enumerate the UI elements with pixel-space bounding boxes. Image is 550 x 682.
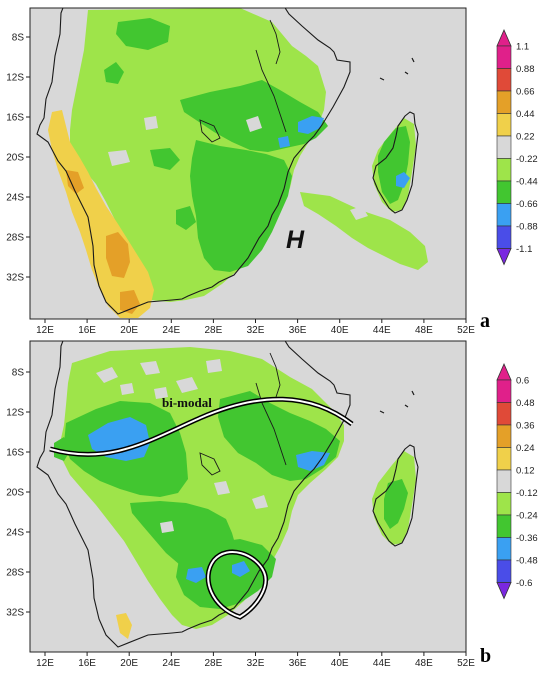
x-tick-label: 16E [78, 325, 96, 336]
x-tick-label: 36E [289, 658, 307, 669]
x-tick-label: 20E [120, 658, 138, 669]
x-tick-label: 44E [373, 658, 391, 669]
colorbar-label: -0.44 [516, 177, 538, 188]
colorbar-band [496, 45, 512, 69]
colorbar-label: -1.1 [516, 244, 532, 255]
colorbar-band [496, 559, 512, 583]
y-tick-label: 24S [6, 193, 24, 204]
x-tick-label: 52E [457, 325, 475, 336]
bi-modal-boundary [49, 396, 354, 457]
x-tick-label: 48E [415, 325, 433, 336]
colorbar-band [496, 113, 512, 137]
colorbar-band [496, 537, 512, 561]
y-tick-label: 16S [6, 113, 24, 124]
x-tick-label: 12E [36, 325, 54, 336]
x-tick-label: 40E [331, 325, 349, 336]
colorbar-lower-arrow [496, 582, 512, 600]
colorbar-label: -0.88 [516, 222, 538, 233]
colorbar-band [496, 379, 512, 403]
x-tick-label: 52E [457, 658, 475, 669]
colorbar-lower-arrow [496, 248, 512, 266]
x-tick-label: 28E [205, 325, 223, 336]
panel-b: bi-modal 12E 16E 20E 24E 28E 32E 36E 40E 44E 48E 5… [6, 340, 538, 670]
panel-a: H 12E 16E 20E 24E 28E 32E 36E 40E 44E 48E 52E 8S 12S… [6, 7, 538, 337]
colorbar-upper-arrow [496, 29, 512, 47]
colorbar-band [496, 180, 512, 204]
colorbar-band [496, 203, 512, 227]
colorbar-label: -0.6 [516, 578, 532, 589]
colorbar-a: 1.1 0.88 0.66 0.44 0.22 -0.22 -0.44 -0.66 -0.88 -… [496, 29, 538, 266]
y-tick-label: 24S [6, 528, 24, 539]
axes-a: 12E 16E 20E 24E 28E 32E 36E 40E 44E 48E 52E 8S 12S 16… [6, 33, 475, 337]
map-frame [29, 340, 467, 653]
anomaly-field [48, 8, 428, 318]
colorbar-upper-arrow [496, 363, 512, 381]
panel-label-b: b [480, 645, 491, 667]
colorbar-band [496, 225, 512, 249]
colorbar-label: 0.22 [516, 132, 535, 143]
colorbar-label: 0.12 [516, 466, 535, 477]
annotation-h: H [286, 226, 305, 254]
map-frame [29, 7, 467, 320]
x-tick-label: 24E [162, 658, 180, 669]
colorbar-label: 0.88 [516, 64, 535, 75]
axes-b: 12E 16E 20E 24E 28E 32E 36E 40E 44E 48E 52E 8S 12S 16… [6, 368, 475, 670]
y-tick-label: 28S [6, 233, 24, 244]
colorbar-label: 1.1 [516, 42, 529, 53]
x-tick-label: 28E [205, 658, 223, 669]
panel-label-a: a [480, 310, 490, 332]
colorbar-label: 0.24 [516, 443, 535, 454]
colorbar-band [496, 402, 512, 426]
x-tick-label: 32E [247, 658, 265, 669]
coastline [30, 341, 419, 648]
y-tick-label: 8S [12, 33, 25, 44]
colorbar-label: 0.36 [516, 421, 535, 432]
x-tick-label: 44E [373, 325, 391, 336]
y-tick-label: 12S [6, 408, 24, 419]
colorbar-band [496, 424, 512, 448]
y-tick-label: 16S [6, 448, 24, 459]
y-tick-label: 20S [6, 488, 24, 499]
y-tick-label: 32S [6, 273, 24, 284]
colorbar-band [496, 447, 512, 471]
colorbar-label: 0.44 [516, 109, 535, 120]
y-tick-label: 12S [6, 73, 24, 84]
colorbar-band [496, 90, 512, 114]
colorbar-band [496, 158, 512, 182]
y-tick-label: 28S [6, 568, 24, 579]
colorbar-label: 0.66 [516, 87, 535, 98]
coastline [30, 8, 419, 315]
colorbar-label: -0.24 [516, 511, 538, 522]
colorbar-label: 0.48 [516, 398, 535, 409]
annotation-bi-modal: bi-modal [162, 395, 212, 410]
colorbar-label: -0.66 [516, 199, 538, 210]
colorbar-label: -0.12 [516, 488, 538, 499]
colorbar-band [496, 135, 512, 159]
y-tick-label: 8S [12, 368, 25, 379]
colorbar-label: 0.6 [516, 376, 529, 387]
colorbar-label: -0.36 [516, 533, 538, 544]
x-tick-label: 48E [415, 658, 433, 669]
regional-boundary [205, 549, 268, 620]
colorbar-band [496, 68, 512, 92]
colorbar-band [496, 514, 512, 538]
x-tick-label: 12E [36, 658, 54, 669]
colorbar-label: -0.48 [516, 556, 538, 567]
colorbar-b: 0.6 0.48 0.36 0.24 0.12 -0.12 -0.24 -0.36 -0.48 -… [496, 363, 538, 600]
x-tick-label: 32E [247, 325, 265, 336]
x-tick-label: 20E [120, 325, 138, 336]
y-tick-label: 32S [6, 608, 24, 619]
colorbar-label: -0.22 [516, 154, 538, 165]
y-tick-label: 20S [6, 153, 24, 164]
x-tick-label: 36E [289, 325, 307, 336]
x-tick-label: 24E [162, 325, 180, 336]
colorbar-band [496, 492, 512, 516]
x-tick-label: 16E [78, 658, 96, 669]
x-tick-label: 40E [331, 658, 349, 669]
colorbar-band [496, 469, 512, 493]
